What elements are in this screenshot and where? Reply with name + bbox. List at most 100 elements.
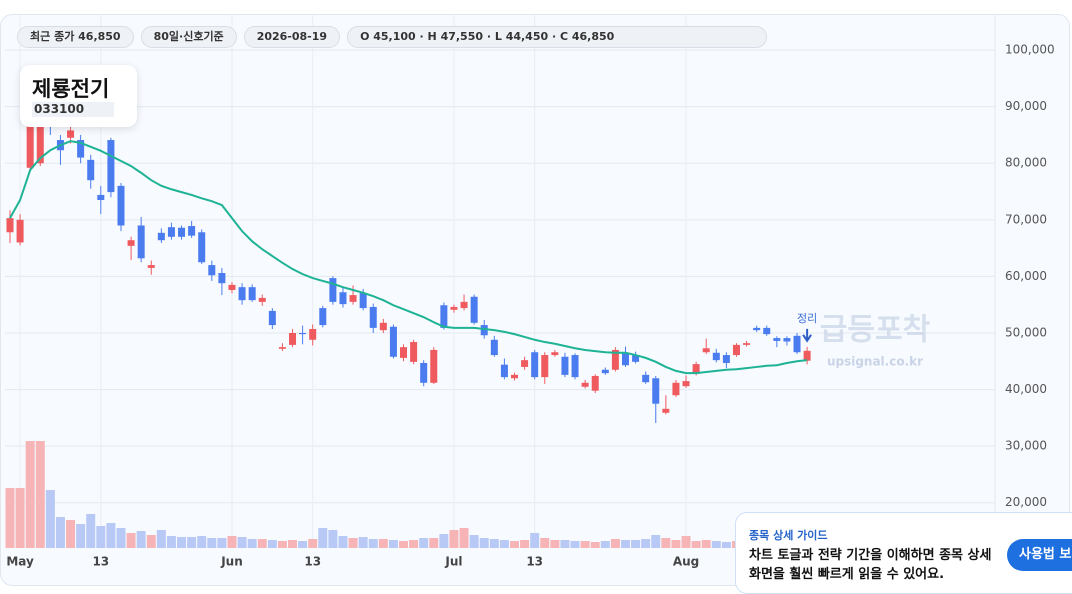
candle-body <box>198 232 206 263</box>
volume-bar <box>177 537 187 548</box>
volume-bar <box>116 528 126 548</box>
guide-title: 종목 상세 가이드 <box>749 529 828 542</box>
volume-bar <box>388 540 398 548</box>
watermark-brand: 급등포착 <box>820 313 931 348</box>
candle-body <box>652 378 660 404</box>
x-tick-label: 13 <box>304 555 321 569</box>
volume-bar <box>489 539 499 548</box>
y-tick-label: 60,000 <box>1005 269 1047 283</box>
volume-bar <box>631 540 641 548</box>
volume-bar <box>76 524 86 548</box>
volume-bar <box>399 541 409 548</box>
candle-body <box>157 232 165 241</box>
candle-body <box>541 355 549 378</box>
volume-bar <box>86 514 96 548</box>
guide-popup: 종목 상세 가이드 차트 토글과 전략 기간을 이해하면 종목 상세 화면을 훨… <box>735 512 1072 594</box>
volume-bar <box>459 528 469 548</box>
candle-body <box>188 226 196 236</box>
candle-body <box>722 355 730 363</box>
candle-body <box>319 308 327 326</box>
volume-bar <box>257 539 267 548</box>
candle-body <box>682 381 690 387</box>
chip: 2026-08-19 <box>243 26 341 48</box>
candle-body <box>218 273 226 284</box>
candle-body <box>601 369 609 374</box>
volume-bar <box>45 490 55 548</box>
x-tick-label: 13 <box>526 555 543 569</box>
candle-body <box>773 338 781 341</box>
volume-bar <box>671 540 681 548</box>
volume-bar <box>328 530 338 548</box>
candle-body <box>289 332 297 345</box>
candle-body <box>591 375 599 391</box>
volume-bar <box>237 537 247 548</box>
volume-bar <box>641 539 651 548</box>
candle-body <box>329 278 337 302</box>
annotation-arrow <box>802 328 812 343</box>
volume-bar <box>600 541 610 548</box>
candle-body <box>561 356 569 375</box>
candle-body <box>77 140 85 158</box>
volume-bar <box>25 441 35 548</box>
y-tick-label: 30,000 <box>1005 439 1047 453</box>
candle-body <box>632 355 640 362</box>
volume-bar <box>126 533 136 548</box>
candle-body <box>440 305 448 328</box>
guide-button[interactable]: 사용법 보기 <box>1007 539 1072 571</box>
candle-body <box>268 310 276 326</box>
candle-body <box>672 382 680 396</box>
guide-line: 차트 토글과 전략 기간을 이해하면 종목 상세 <box>749 548 992 563</box>
candle-body <box>400 347 408 358</box>
volume-bar <box>207 538 217 548</box>
candle-body <box>692 364 700 374</box>
x-tick-label: Jun <box>220 555 243 569</box>
volume-bar <box>96 526 106 548</box>
candle-body <box>642 374 650 383</box>
page: 급등포착 upsignal.co.kr 20,000 30,000 40,000 50… <box>0 14 1072 594</box>
volume-bar <box>146 535 156 548</box>
candle-body <box>763 327 771 335</box>
candle-body <box>248 287 256 301</box>
candle-body <box>662 408 670 413</box>
volume-bar <box>590 542 600 548</box>
volume-bar <box>620 540 630 548</box>
candle-body <box>621 352 629 366</box>
volume-bar <box>711 541 721 548</box>
candle-body <box>117 185 125 226</box>
candle-body <box>26 117 34 168</box>
candle-body <box>87 159 95 181</box>
candle-body <box>732 344 740 356</box>
y-tick-label: 70,000 <box>1005 212 1047 226</box>
y-tick-label: 40,000 <box>1005 382 1047 396</box>
chip: 최근 종가 46,850 <box>17 26 134 48</box>
volume-bar <box>651 535 661 548</box>
candle-body <box>430 349 438 383</box>
x-tick-label: 13 <box>92 555 109 569</box>
candle-body <box>278 347 286 349</box>
candle-body <box>369 306 377 328</box>
candle-body <box>238 287 246 301</box>
volume-bar <box>540 538 550 548</box>
volume-bar <box>610 539 620 548</box>
candle-body <box>107 140 115 193</box>
volume-bar <box>15 488 25 548</box>
candle-body <box>339 292 347 305</box>
plot <box>5 15 996 560</box>
volume-bar <box>187 537 197 548</box>
volume-bar <box>277 541 287 548</box>
volume-bar <box>348 538 358 548</box>
candle-body <box>208 265 216 276</box>
chip-row: 최근 종가 46,850 80일·신호기준 2026-08-19 O 45,10… <box>17 26 768 48</box>
volume-bar <box>55 517 65 548</box>
candle-body <box>531 352 539 378</box>
volume-bar <box>156 530 166 548</box>
candle-body <box>178 227 186 237</box>
volume-bar <box>227 536 237 548</box>
guide-line: 화면을 훨씬 빠르게 읽을 수 있어요. <box>749 567 945 582</box>
candle-body <box>228 284 236 290</box>
chip: O 45,100 · H 47,550 · L 44,450 · C 46,85… <box>347 26 768 48</box>
candle-body <box>521 360 529 367</box>
candle-body <box>702 348 710 353</box>
stock-card: 제룡전기 033100 <box>20 65 137 127</box>
candle-body <box>743 343 751 345</box>
